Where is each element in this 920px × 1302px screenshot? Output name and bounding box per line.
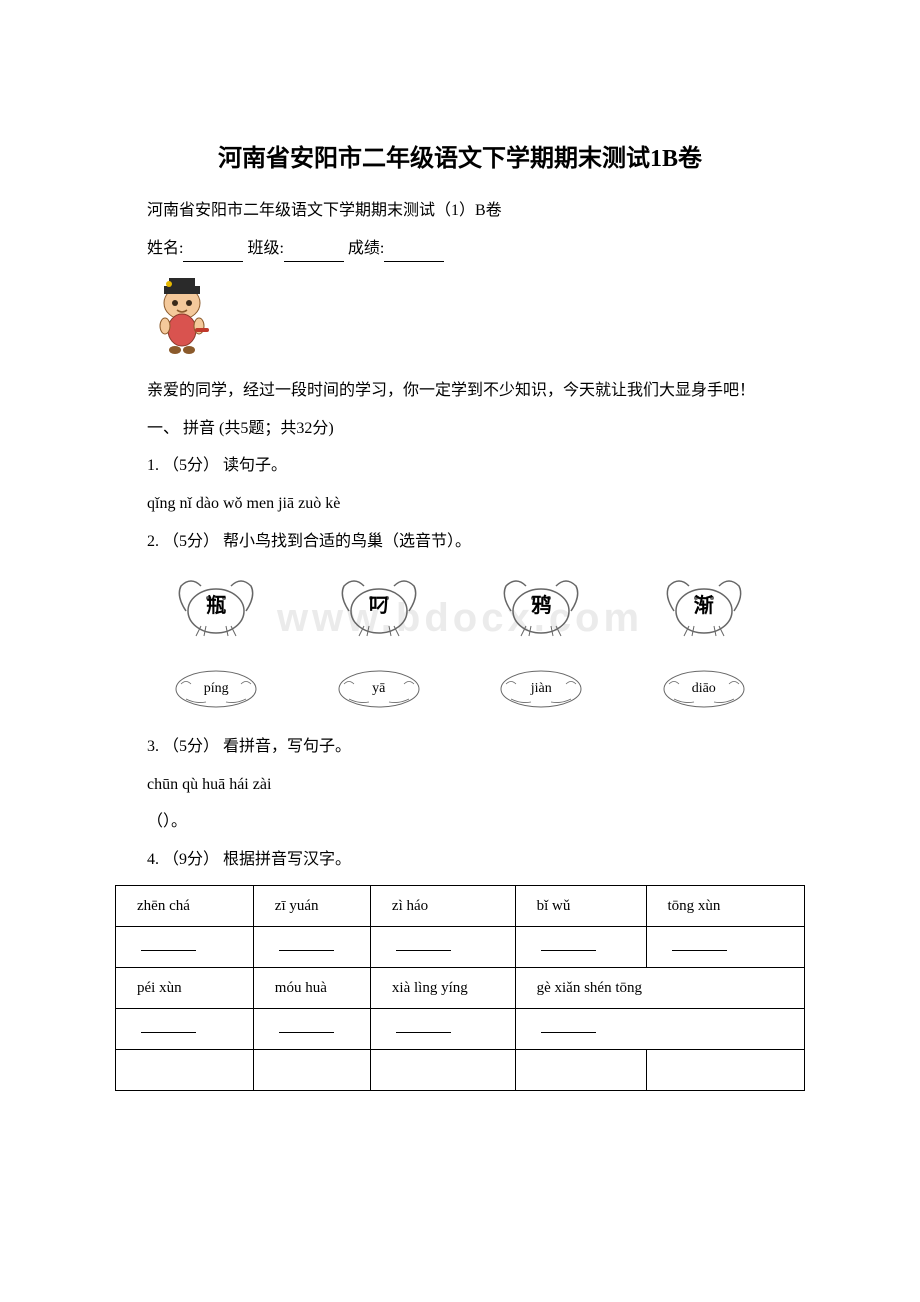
class-label: 班级: [247,240,283,257]
table-cell-blank[interactable] [116,926,254,967]
question-1-pinyin: qǐng nǐ dào wǒ men jiā zuò kè [115,491,805,517]
question-3-answer: （）。 [115,809,805,835]
table-row [116,926,805,967]
bird-item-1: 叼 [329,566,429,646]
table-cell: xià lìng yíng [370,967,515,1008]
document-title: 河南省安阳市二年级语文下学期期末测试1B卷 [115,140,805,178]
table-cell: móu huà [253,967,370,1008]
table-cell: péi xùn [116,967,254,1008]
nests-row: píng yā jiàn diāo [115,664,805,714]
question-1-label: 1. （5分） 读句子。 [115,453,805,479]
table-row: zhēn chá zī yuán zì háo bǐ wǔ tōng xùn [116,885,805,926]
table-cell: tōng xùn [646,885,804,926]
table-cell-blank[interactable] [370,926,515,967]
name-label: 姓名: [147,240,183,257]
table-cell [646,1049,804,1090]
class-blank[interactable] [284,246,344,262]
birds-row: 瓶 叼 鸦 [115,566,805,646]
score-blank[interactable] [384,246,444,262]
nest-pinyin-1: yā [372,678,385,700]
table-cell-blank[interactable] [515,1008,804,1049]
nest-pinyin-0: píng [204,678,229,700]
table-cell: zhēn chá [116,885,254,926]
intro-text: 亲爱的同学，经过一段时间的学习，你一定学到不少知识，今天就让我们大显身手吧！ [115,378,805,404]
bird-char-3: 渐 [694,590,714,622]
table-cell: bǐ wǔ [515,885,646,926]
table-cell-blank[interactable] [253,926,370,967]
question-4-label: 4. （9分） 根据拼音写汉字。 [115,847,805,873]
table-row [116,1049,805,1090]
nest-item-0: píng [166,664,266,714]
table-cell-blank[interactable] [515,926,646,967]
bird-char-2: 鸦 [531,590,551,622]
birds-nests-container: www.bdocx.com 瓶 叼 [115,566,805,714]
bird-item-2: 鸦 [491,566,591,646]
nest-item-3: diāo [654,664,754,714]
table-cell: zī yuán [253,885,370,926]
document-subtitle: 河南省安阳市二年级语文下学期期末测试（1）B卷 [115,198,805,224]
nest-item-2: jiàn [491,664,591,714]
table-cell-blank[interactable] [370,1008,515,1049]
nest-item-1: yā [329,664,429,714]
table-cell: zì háo [370,885,515,926]
table-cell [370,1049,515,1090]
table-row [116,1008,805,1049]
score-label: 成绩: [348,240,384,257]
table-row: péi xùn móu huà xià lìng yíng gè xiǎn sh… [116,967,805,1008]
table-cell [515,1049,646,1090]
table-cell: gè xiǎn shén tōng [515,967,804,1008]
bird-item-0: 瓶 [166,566,266,646]
table-cell [116,1049,254,1090]
table-cell-blank[interactable] [116,1008,254,1049]
section-1-header: 一、 拼音 (共5题；共32分) [115,416,805,442]
pinyin-table: zhēn chá zī yuán zì háo bǐ wǔ tōng xùn p… [115,885,805,1091]
bird-item-3: 渐 [654,566,754,646]
nest-pinyin-2: jiàn [531,678,552,700]
student-info-line: 姓名: 班级: 成绩: [115,236,805,262]
name-blank[interactable] [183,246,243,262]
table-cell-blank[interactable] [646,926,804,967]
bird-char-0: 瓶 [206,590,226,622]
bird-char-1: 叼 [369,590,389,622]
mascot-icon [147,278,805,367]
question-2-label: 2. （5分） 帮小鸟找到合适的鸟巢（选音节）。 [115,529,805,555]
question-3-pinyin: chūn qù huā hái zài [115,772,805,798]
table-cell-blank[interactable] [253,1008,370,1049]
question-3-label: 3. （5分） 看拼音，写句子。 [115,734,805,760]
table-cell [253,1049,370,1090]
nest-pinyin-3: diāo [692,678,716,700]
